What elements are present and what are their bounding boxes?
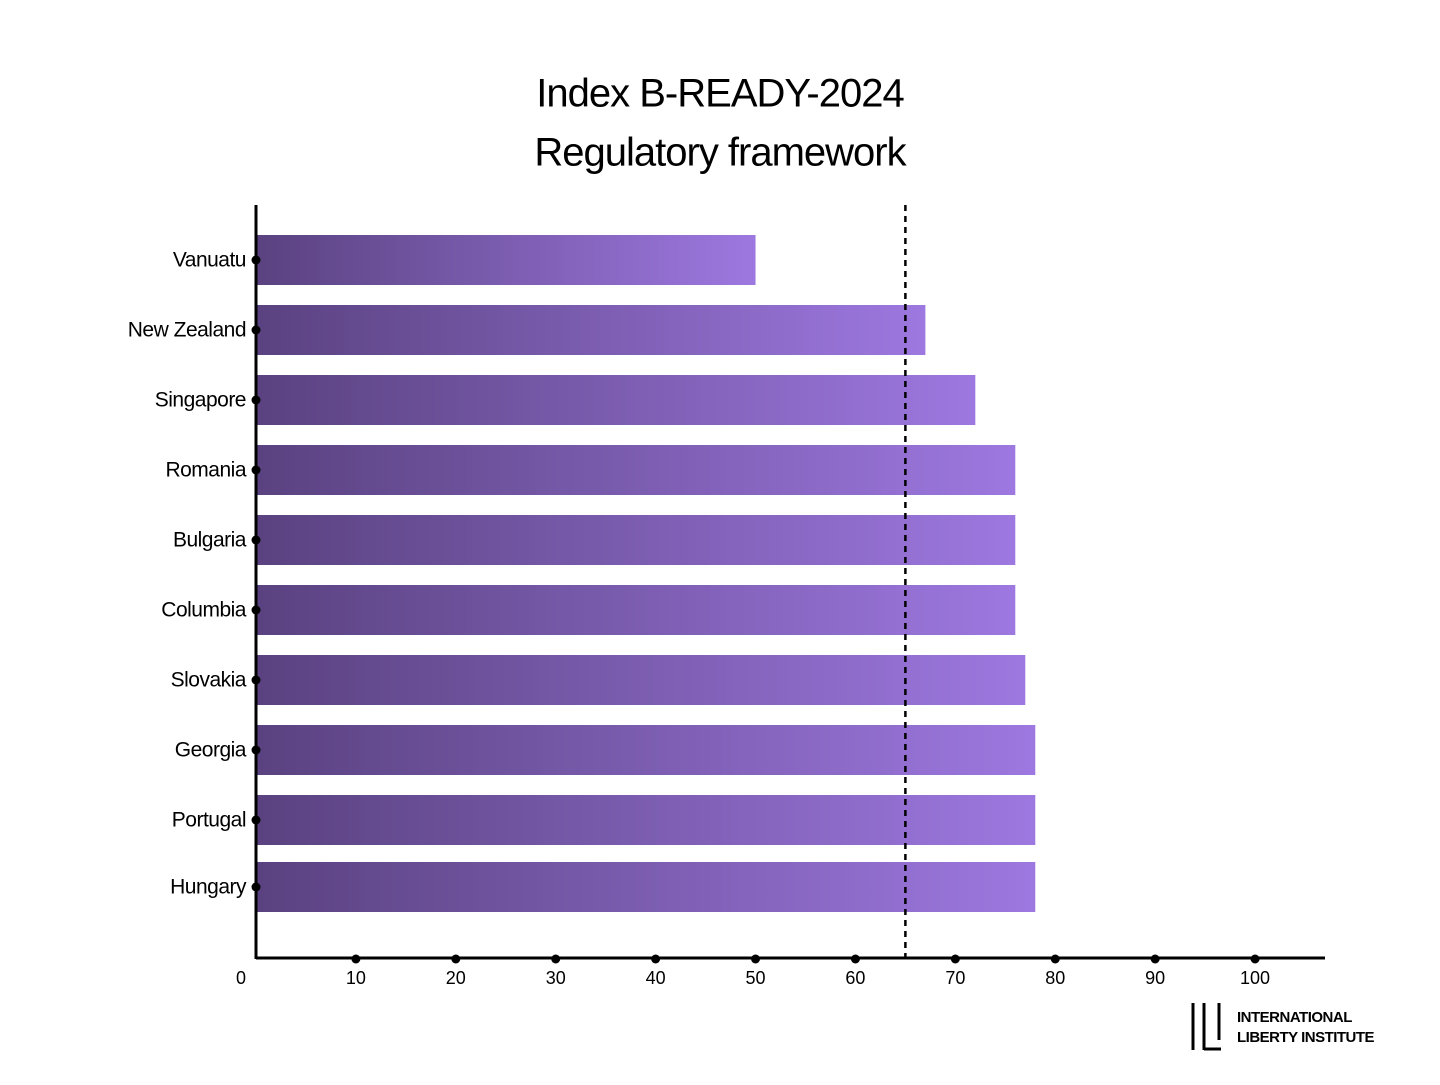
x-tick-label: 80	[1045, 968, 1065, 988]
tick-mark	[651, 954, 661, 964]
logo-text: INTERNATIONAL	[1237, 1009, 1352, 1026]
y-tick-label: Portugal	[172, 809, 246, 832]
bar	[256, 655, 1026, 705]
x-tick-label: 90	[1145, 968, 1165, 988]
y-tick-label: Hungary	[170, 876, 247, 899]
x-tick-label: 20	[446, 968, 466, 988]
logo-text: LIBERTY INSTITUTE	[1237, 1029, 1375, 1046]
bar	[256, 375, 976, 425]
bar	[256, 445, 1016, 495]
x-tick-label: 60	[845, 968, 865, 988]
tick-mark	[850, 954, 860, 964]
x-tick-label: 0	[236, 968, 246, 988]
x-tick-label: 30	[546, 968, 566, 988]
y-tick-label: Slovakia	[171, 669, 247, 692]
y-tick-label: Columbia	[161, 599, 247, 622]
x-tick-label: 50	[746, 968, 766, 988]
y-tick-label: Georgia	[175, 739, 247, 762]
x-tick-label: 70	[945, 968, 965, 988]
bar	[256, 585, 1016, 635]
chart-title: Index B-READY-2024	[536, 72, 904, 116]
y-tick-label: Romania	[165, 459, 246, 482]
bar	[256, 305, 926, 355]
tick-mark	[451, 954, 461, 964]
y-tick-label: New Zealand	[128, 319, 246, 342]
x-tick-label: 40	[646, 968, 666, 988]
chart-subtitle: Regulatory framework	[534, 131, 907, 175]
bar	[256, 862, 1036, 912]
x-tick-label: 10	[346, 968, 366, 988]
y-tick-label: Vanuatu	[173, 249, 246, 272]
tick-mark	[351, 954, 361, 964]
tick-mark	[1050, 954, 1060, 964]
bar	[256, 515, 1016, 565]
logo: INTERNATIONAL LIBERTY INSTITUTE	[1191, 1003, 1375, 1051]
tick-mark	[1150, 954, 1160, 964]
tick-mark	[950, 954, 960, 964]
bar	[256, 795, 1036, 845]
bar	[256, 235, 756, 285]
bar	[256, 725, 1036, 775]
tick-mark	[551, 954, 561, 964]
tick-mark	[1250, 954, 1260, 964]
y-tick-label: Bulgaria	[173, 529, 247, 552]
x-tick-label: 100	[1240, 968, 1270, 988]
y-tick-label: Singapore	[155, 389, 246, 412]
tick-mark	[751, 954, 761, 964]
